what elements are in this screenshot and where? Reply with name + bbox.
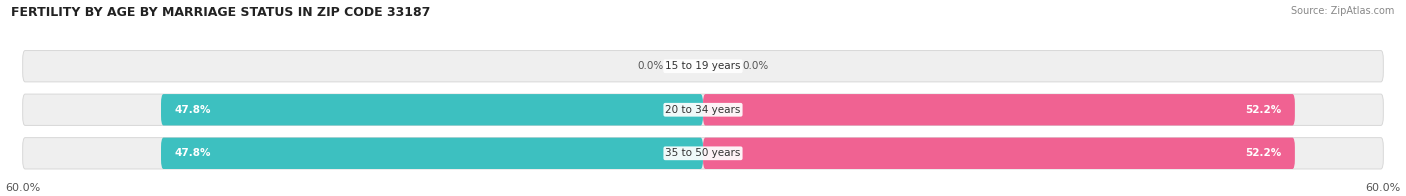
Text: 52.2%: 52.2% — [1246, 148, 1281, 158]
FancyBboxPatch shape — [162, 94, 703, 125]
FancyBboxPatch shape — [22, 138, 1384, 169]
Text: 15 to 19 years: 15 to 19 years — [665, 61, 741, 71]
Text: 0.0%: 0.0% — [637, 61, 664, 71]
Text: 52.2%: 52.2% — [1246, 105, 1281, 115]
Text: FERTILITY BY AGE BY MARRIAGE STATUS IN ZIP CODE 33187: FERTILITY BY AGE BY MARRIAGE STATUS IN Z… — [11, 6, 430, 19]
FancyBboxPatch shape — [703, 138, 1295, 169]
Text: 20 to 34 years: 20 to 34 years — [665, 105, 741, 115]
FancyBboxPatch shape — [162, 138, 703, 169]
Text: 0.0%: 0.0% — [742, 61, 769, 71]
FancyBboxPatch shape — [22, 51, 1384, 82]
Text: 47.8%: 47.8% — [174, 148, 211, 158]
Text: 47.8%: 47.8% — [174, 105, 211, 115]
Text: 35 to 50 years: 35 to 50 years — [665, 148, 741, 158]
FancyBboxPatch shape — [703, 94, 1295, 125]
FancyBboxPatch shape — [22, 94, 1384, 125]
Text: Source: ZipAtlas.com: Source: ZipAtlas.com — [1291, 6, 1395, 16]
